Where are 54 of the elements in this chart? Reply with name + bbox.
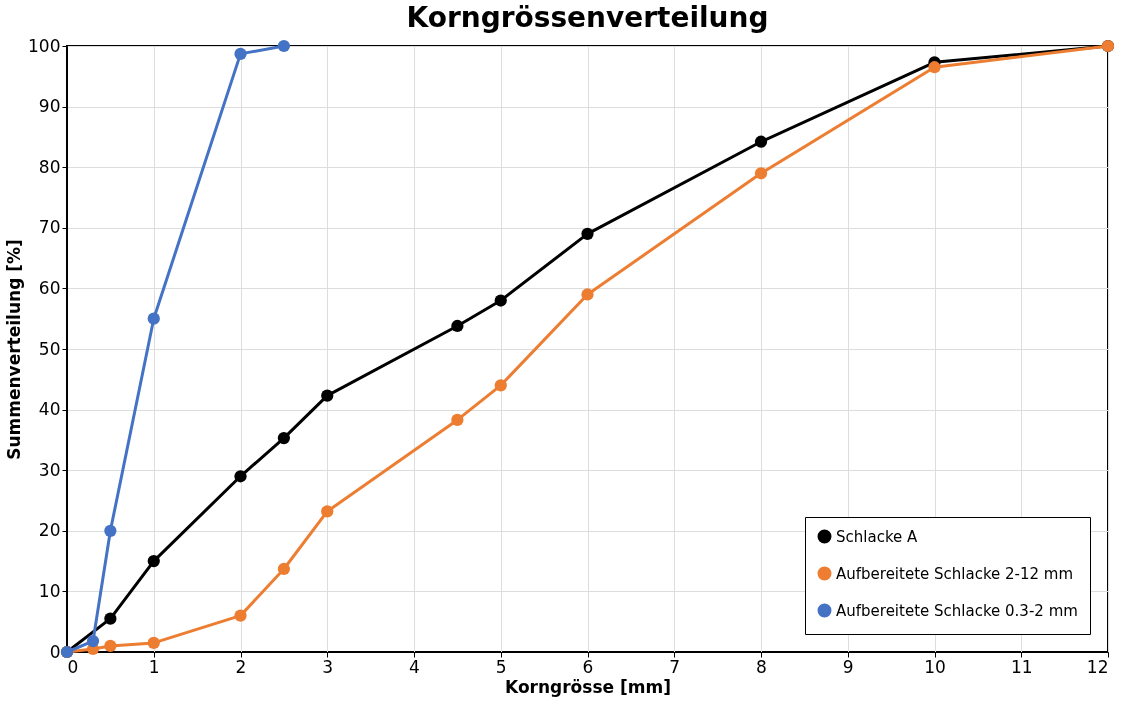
y-tick-label: 90 <box>38 96 61 117</box>
x-tick-label: 10 <box>924 656 946 677</box>
point <box>277 39 290 53</box>
point <box>321 389 334 402</box>
y-tick-label: 20 <box>38 520 61 541</box>
point <box>86 634 100 648</box>
point <box>754 135 768 148</box>
x-tick-label: 4 <box>409 656 420 677</box>
x-axis-title: Korngrösse [mm] <box>505 676 671 697</box>
chart-title: Korngrössenverteilung <box>406 1 769 34</box>
x-tick-label: 2 <box>235 656 247 677</box>
legend-label: Schlacke A <box>836 527 919 546</box>
point <box>581 227 594 240</box>
y-tick-label: 70 <box>38 217 61 238</box>
legend-label: Aufbereitete Schlacke 2-12 mm <box>836 564 1074 583</box>
point <box>928 61 941 74</box>
point <box>494 379 507 392</box>
point <box>321 505 334 518</box>
point <box>234 470 247 483</box>
y-tick-label: 0 <box>49 641 61 662</box>
point <box>234 609 247 622</box>
y-tick-label: 10 <box>38 580 61 601</box>
x-tick-label: 12 <box>1086 656 1109 677</box>
point <box>104 524 117 537</box>
point <box>581 288 594 301</box>
y-tick-label: 50 <box>38 338 61 359</box>
point <box>147 554 160 568</box>
point <box>147 312 160 325</box>
y-tick-label: 80 <box>38 156 61 177</box>
point <box>104 639 117 653</box>
y-tick-label: 30 <box>38 459 61 480</box>
point <box>277 562 290 576</box>
legend-label: Aufbereitete Schlacke 0.3-2 mm <box>836 601 1078 620</box>
point <box>277 431 290 445</box>
x-tick-label: 1 <box>148 656 160 677</box>
point <box>494 294 507 307</box>
x-tick-label: 3 <box>322 656 334 677</box>
y-tick-label: 100 <box>28 35 61 56</box>
point <box>147 636 160 650</box>
x-tick-label: 7 <box>669 656 681 677</box>
point <box>104 612 117 625</box>
y-axis-title: Summenverteilung [%] <box>4 239 25 460</box>
x-tick-label: 5 <box>495 656 507 677</box>
point <box>234 47 247 60</box>
x-tick-label: 9 <box>842 656 854 677</box>
y-tick-label: 40 <box>38 399 61 420</box>
x-tick-label: 11 <box>1010 656 1033 677</box>
y-tick-label: 60 <box>38 277 61 298</box>
x-tick-label: 8 <box>756 656 767 677</box>
point <box>451 413 464 427</box>
point <box>754 167 768 180</box>
x-tick-label: 0 <box>67 656 79 677</box>
point <box>451 319 464 333</box>
x-tick-label: 6 <box>582 656 594 677</box>
